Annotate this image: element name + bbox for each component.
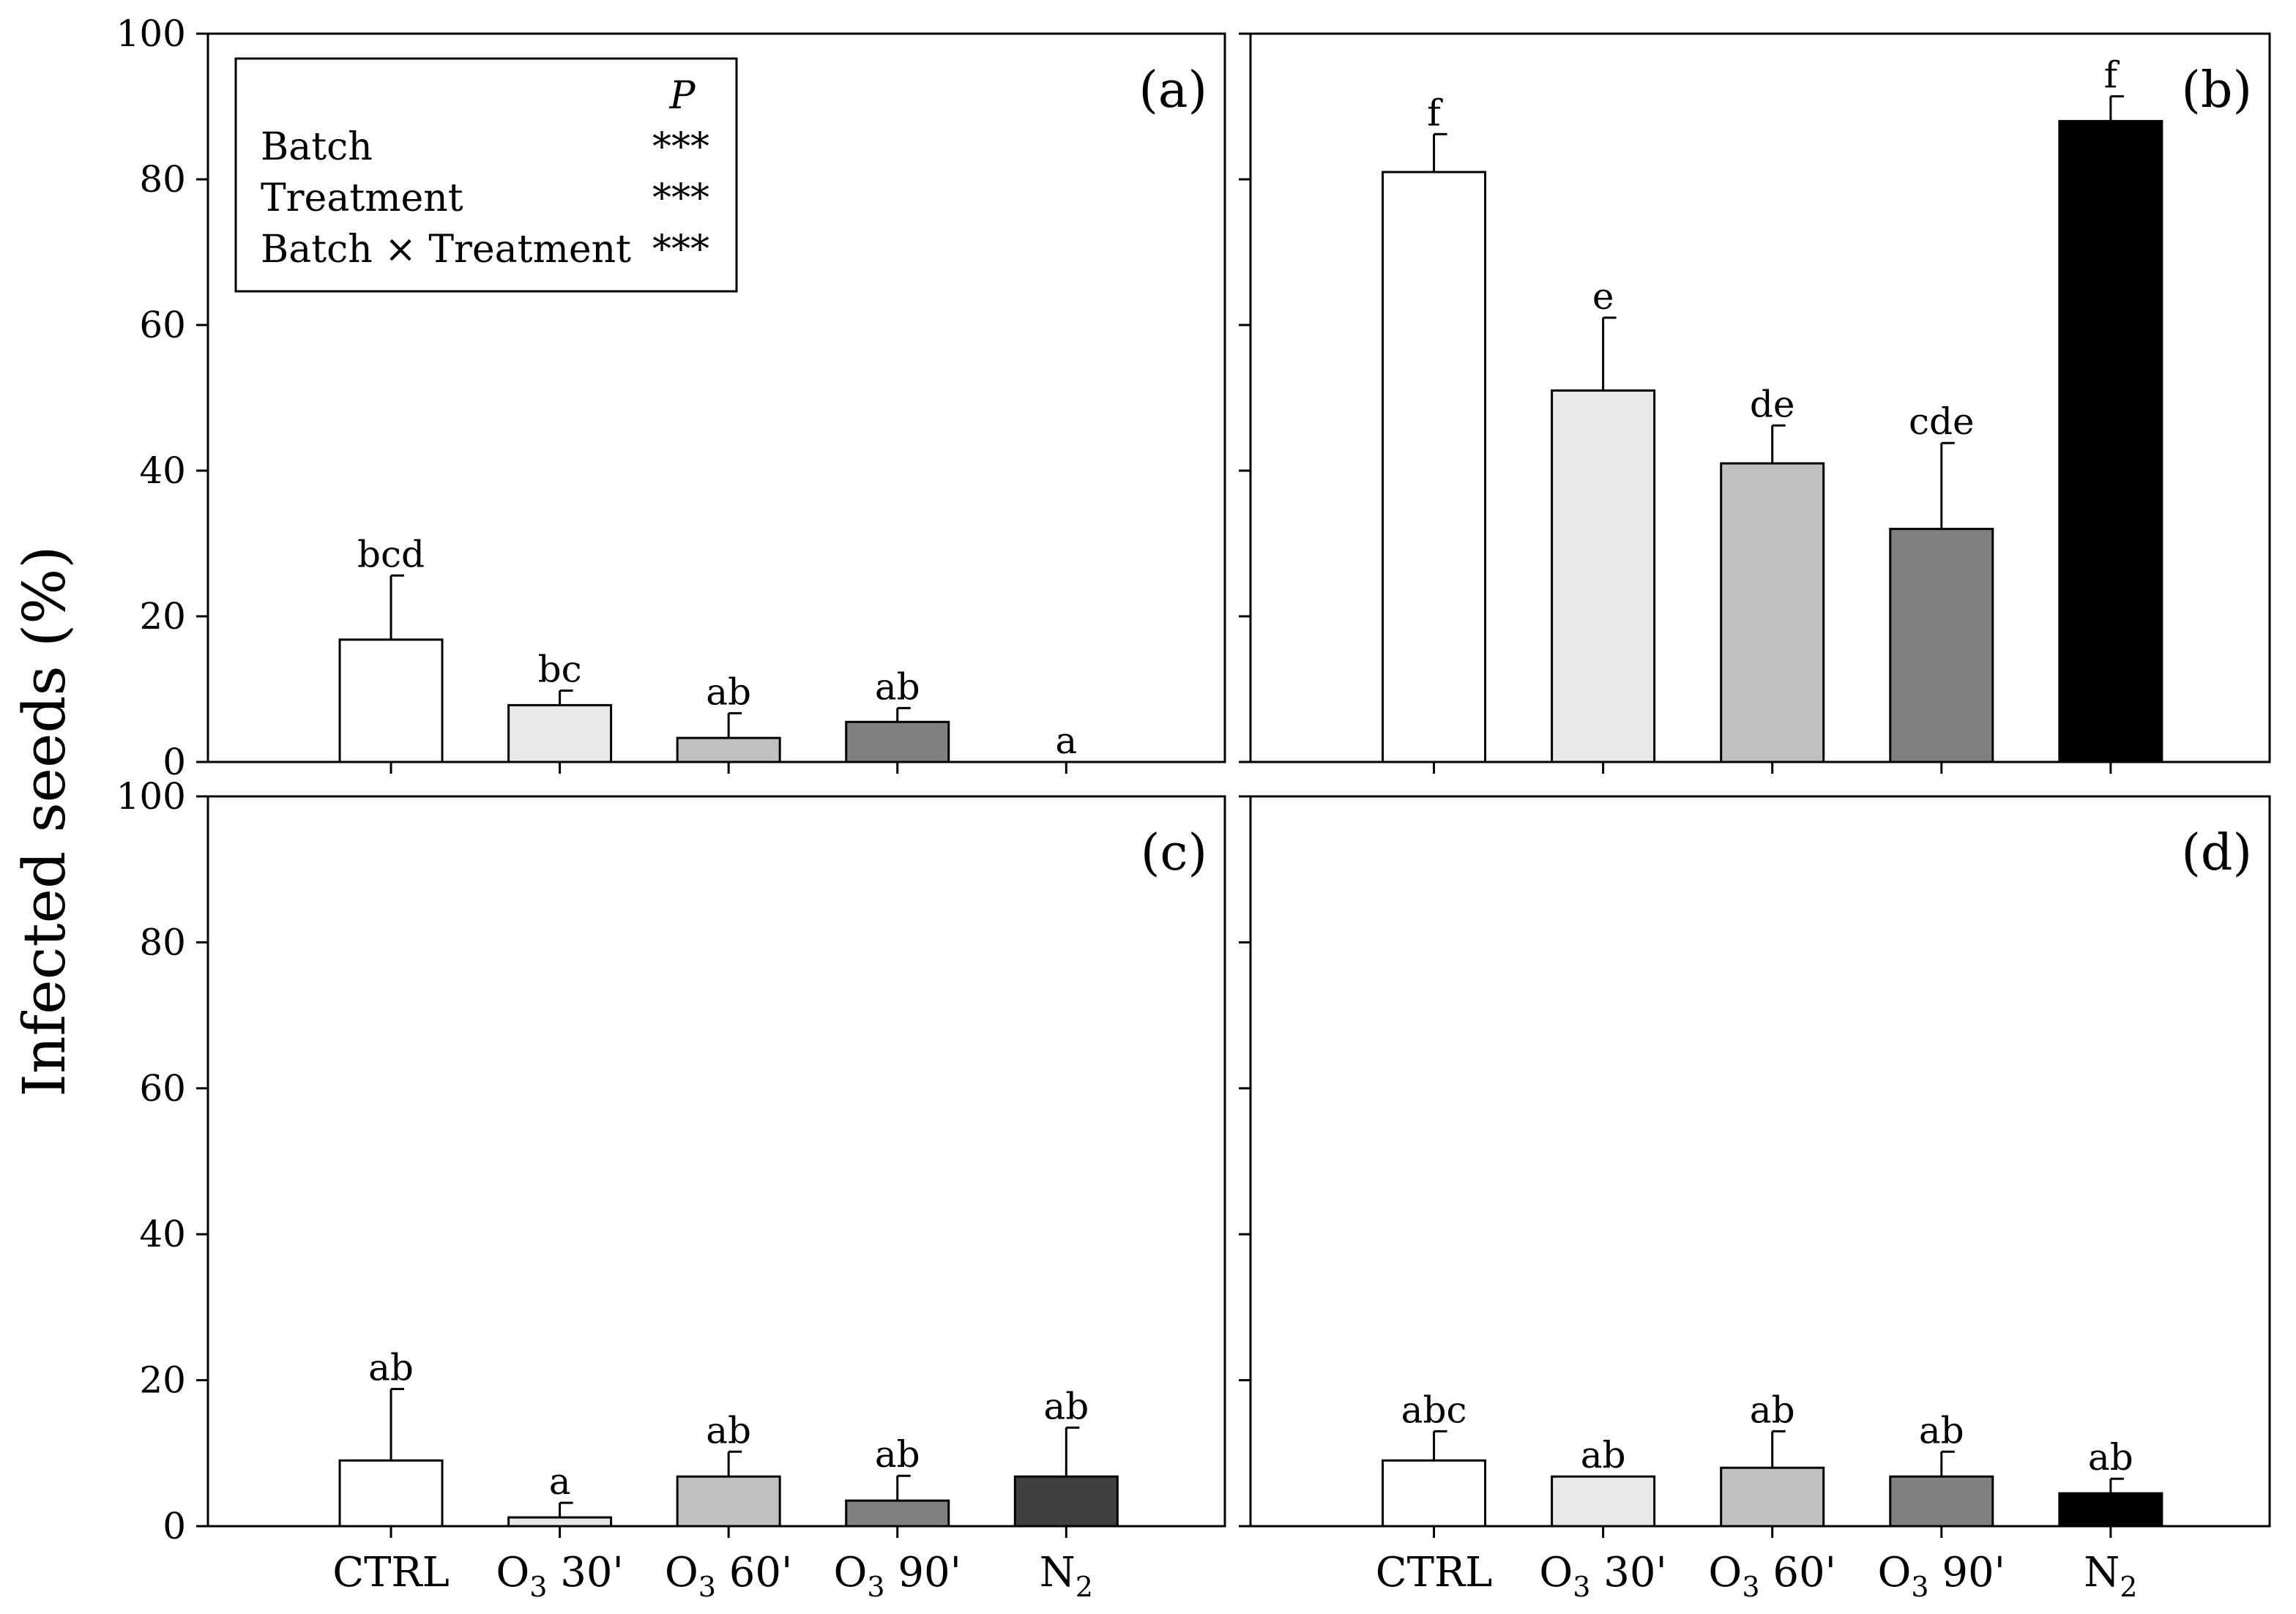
panel-b: f e de cde f (b) [1239,32,2271,774]
y-tick-label: 0 [163,741,186,783]
panel-label: (a) [1138,61,1207,119]
legend-row-label: Batch [261,125,373,169]
significance-label: ab [706,1409,751,1452]
significance-label: ab [1919,1409,1964,1452]
y-axis-label: Infected seeds (%) [10,546,78,1097]
significance-label: ab [875,665,920,708]
y-tick-label: 40 [139,449,186,492]
bar [676,736,781,763]
legend-row-value: *** [652,125,709,169]
significance-label: bcd [357,533,425,575]
bar [845,720,950,763]
category-label: CTRL [332,1549,450,1596]
significance-label: ab [2088,1436,2133,1479]
significance-label: ab [875,1433,920,1476]
panel-c: 0 20 40 60 80 100 ab CTRL a O3 30' ab O3 60' ab O3 90… [116,775,1226,1603]
panel-d: abc CTRL ab O3 30' ab O3 60' ab O3 90' ab N2 (d) [1239,795,2271,1603]
bar [2058,119,2163,763]
category-label: N2 [2084,1549,2137,1603]
category-label: O3 90' [833,1549,961,1603]
category-label: O3 60' [665,1549,793,1603]
significance-label: de [1750,383,1795,425]
category-label: N2 [1040,1549,1093,1603]
significance-label: f [2104,54,2120,97]
bar [1382,171,1487,763]
panel-a: 0 20 40 60 80 100 bcd bc ab ab a (a) [116,12,1226,783]
y-tick-label: 20 [139,1359,186,1402]
y-tick-label: 40 [139,1213,186,1255]
category-label: O3 30' [496,1549,624,1603]
legend-row-label: Batch × Treatment [261,228,631,272]
y-tick-label: 20 [139,595,186,638]
category-label: O3 30' [1539,1549,1667,1603]
legend-row-value: *** [652,228,709,272]
significance-label: a [549,1460,571,1503]
stats-legend: P Batch *** Treatment *** Batch × Treatm… [234,57,738,293]
significance-label: abc [1401,1389,1467,1431]
significance-label: ab [1043,1385,1089,1427]
significance-label: f [1427,91,1443,134]
legend-header: P [669,74,696,118]
y-tick-label: 100 [116,12,186,55]
bar [1013,1475,1119,1528]
bar [845,1499,950,1528]
panel-label: (d) [2181,824,2252,882]
significance-label: a [1055,720,1077,762]
category-label: CTRL [1376,1549,1493,1596]
significance-label: e [1592,275,1614,318]
bar [338,638,444,763]
panel-label: (b) [2181,61,2252,119]
bar [1382,1459,1487,1528]
significance-label: cde [1909,400,1975,443]
bar [676,1475,781,1528]
significance-label: bc [538,648,582,690]
bar [2058,1492,2163,1528]
y-tick-label: 0 [163,1505,186,1547]
bar [338,1459,444,1528]
y-tick-label: 60 [139,304,186,346]
bar [1720,462,1825,763]
category-label: O3 60' [1708,1549,1836,1603]
bar [1889,1475,1994,1528]
significance-label: ab [1750,1389,1795,1431]
bar [507,1516,613,1528]
bar [507,703,613,763]
bar [1889,528,1994,763]
y-tick-label: 80 [139,921,186,963]
bar [1551,389,1656,763]
y-tick-label: 100 [116,775,186,818]
y-tick-label: 80 [139,158,186,201]
significance-label: ab [1581,1434,1626,1476]
legend-row-value: *** [652,176,709,220]
panel-label: (c) [1141,824,1207,882]
legend-row-label: Treatment [261,176,463,220]
bar [1720,1466,1825,1528]
significance-label: ab [368,1347,414,1389]
significance-label: ab [706,670,751,713]
bar [1551,1475,1656,1528]
legend-box [234,57,738,293]
category-label: O3 90' [1877,1549,2005,1603]
y-tick-label: 60 [139,1067,186,1110]
